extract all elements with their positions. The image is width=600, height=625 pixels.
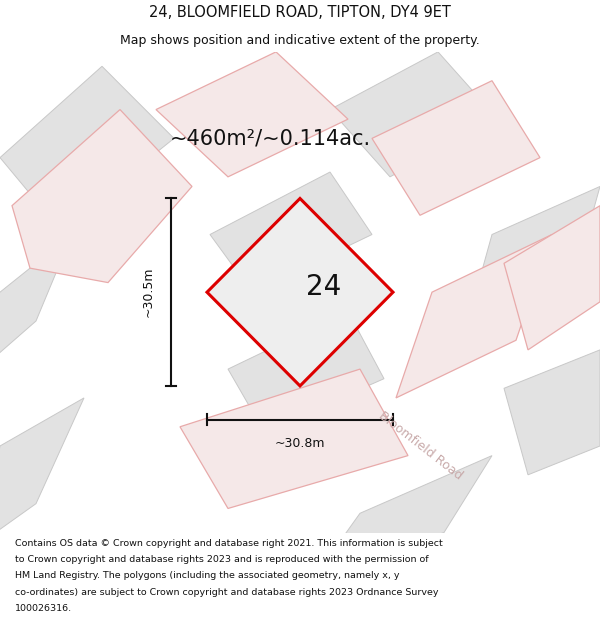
Polygon shape (504, 206, 600, 350)
Text: ~460m²/~0.114ac.: ~460m²/~0.114ac. (169, 128, 371, 148)
Text: 24: 24 (307, 273, 341, 301)
Text: Map shows position and indicative extent of the property.: Map shows position and indicative extent… (120, 34, 480, 47)
Polygon shape (156, 52, 348, 177)
Polygon shape (330, 52, 498, 177)
Polygon shape (312, 456, 492, 581)
Text: to Crown copyright and database rights 2023 and is reproduced with the permissio: to Crown copyright and database rights 2… (15, 555, 428, 564)
Polygon shape (504, 350, 600, 475)
Text: ~30.8m: ~30.8m (275, 437, 325, 450)
Text: 100026316.: 100026316. (15, 604, 72, 612)
Polygon shape (396, 234, 552, 398)
Polygon shape (12, 109, 192, 282)
Text: HM Land Registry. The polygons (including the associated geometry, namely x, y: HM Land Registry. The polygons (includin… (15, 571, 400, 581)
Polygon shape (0, 398, 84, 542)
Text: Contains OS data © Crown copyright and database right 2021. This information is : Contains OS data © Crown copyright and d… (15, 539, 443, 548)
Polygon shape (0, 66, 174, 230)
Polygon shape (210, 172, 372, 292)
Polygon shape (228, 311, 384, 432)
Text: 24, BLOOMFIELD ROAD, TIPTON, DY4 9ET: 24, BLOOMFIELD ROAD, TIPTON, DY4 9ET (149, 6, 451, 21)
Polygon shape (180, 369, 408, 509)
Polygon shape (0, 234, 72, 379)
Polygon shape (372, 81, 540, 215)
Text: ~30.5m: ~30.5m (142, 267, 155, 318)
Text: Bloomfield Road: Bloomfield Road (376, 409, 464, 482)
Text: co-ordinates) are subject to Crown copyright and database rights 2023 Ordnance S: co-ordinates) are subject to Crown copyr… (15, 588, 439, 596)
Polygon shape (468, 186, 600, 321)
Polygon shape (207, 199, 393, 386)
